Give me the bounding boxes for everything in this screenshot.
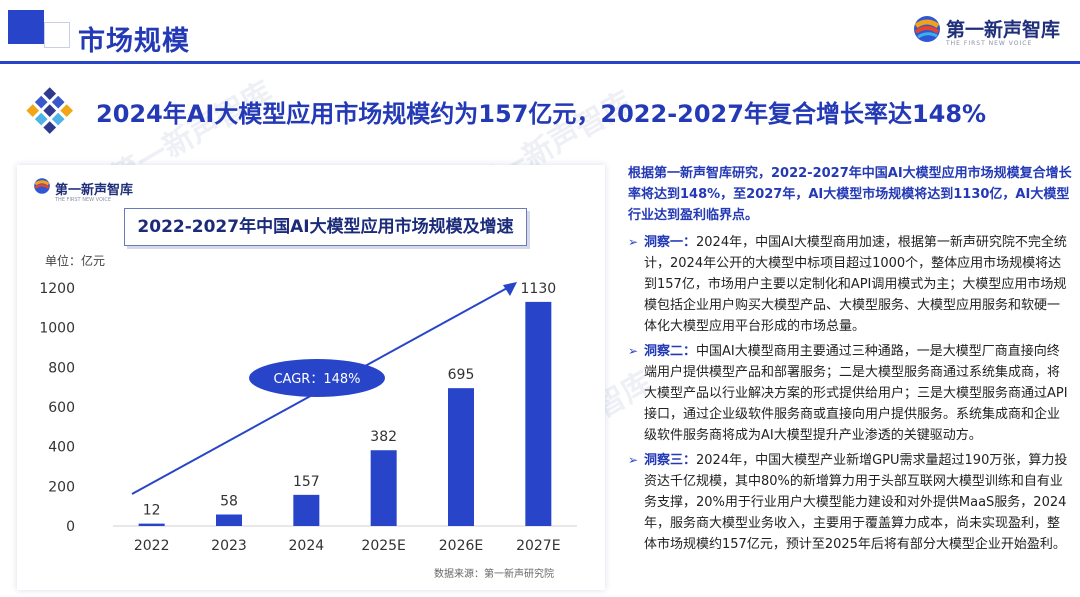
chart-title-box: 2022-2027年中国AI大模型应用市场规模及增速 [124, 208, 527, 246]
insight-text: 中国AI大模型商用主要通过三种通路，一是大模型厂商直接向终端用户提供模型产品和部… [644, 344, 1068, 443]
y-tick-label: 200 [48, 479, 75, 495]
unit-label: 单位：亿元 [45, 253, 105, 268]
insight-item: ➢ 洞察一：2024年，中国AI大模型商用加速，根据第一新声研究院不完全统计，2… [628, 232, 1072, 337]
y-tick-label: 600 [48, 400, 75, 416]
logo-text: 第一新声智库 [946, 19, 1061, 41]
y-tick-label: 1200 [39, 281, 75, 297]
data-label: 58 [220, 493, 238, 509]
bar [293, 494, 320, 526]
y-tick-label: 0 [66, 519, 75, 535]
insight-item: ➢ 洞察二：中国AI大模型商用主要通过三种通路，一是大模型厂商直接向终端用户提供… [628, 341, 1072, 446]
headline: 2024年AI大模型应用市场规模约为157亿元，2022-2027年复合增长率达… [96, 100, 987, 128]
header-divider [0, 61, 1080, 64]
data-label: 382 [370, 429, 397, 445]
x-tick-label: 2027E [516, 538, 560, 554]
summary-paragraph: 根据第一新声智库研究，2022-2027年中国AI大模型应用市场规模复合增长率将… [628, 166, 1072, 223]
source-note: 数据来源：第一新声研究院 [434, 567, 554, 580]
logo-subtitle: THE FIRST NEW VOICE [55, 197, 112, 203]
x-tick-label: 2025E [361, 538, 405, 554]
header-accent-square [8, 10, 44, 44]
arrow-right-icon: ➢ [628, 453, 639, 467]
analysis-text: 根据第一新声智库研究，2022-2027年中国AI大模型应用市场规模复合增长率将… [628, 163, 1072, 559]
insight-label: 洞察三： [644, 453, 697, 468]
cagr-badge [249, 359, 385, 397]
insight-text: 2024年，中国大模型产业新增GPU需求量超过190万张，算力投资达千亿规模，其… [644, 453, 1068, 552]
brand-logo: 第一新声智库 THE FIRST NEW VOICE [912, 10, 1072, 54]
data-label: 695 [448, 367, 475, 383]
logo-mark-icon [914, 16, 940, 42]
x-tick-label: 2026E [439, 538, 483, 554]
logo-subtitle: THE FIRST NEW VOICE [946, 40, 1033, 47]
data-label: 1130 [521, 281, 557, 297]
arrow-right-icon: ➢ [628, 235, 639, 249]
logo-text: 第一新声智库 [55, 183, 134, 198]
bar [216, 514, 242, 526]
arrow-right-icon: ➢ [628, 344, 639, 358]
insight-label: 洞察二： [644, 344, 697, 359]
insight-label: 洞察一： [644, 235, 697, 250]
bar [525, 301, 552, 526]
insight-text: 2024年，中国AI大模型商用加速，根据第一新声研究院不完全统计，2024年公开… [644, 235, 1067, 334]
data-label: 12 [143, 503, 161, 519]
header-accent-square-outline [44, 22, 70, 48]
x-tick-label: 2024 [289, 538, 325, 554]
bar [448, 388, 474, 526]
cagr-label: CAGR：148% [273, 372, 360, 387]
y-tick-label: 1000 [39, 321, 75, 337]
chart-panel: 第一新声智库 THE FIRST NEW VOICE 2022-2027年中国A… [17, 165, 605, 590]
bar-chart: 单位：亿元 0 200 400 600 800 1000 1200 12 2022 58 2023 15… [39, 253, 577, 580]
y-tick-label: 400 [48, 440, 75, 456]
x-tick-label: 2022 [134, 538, 170, 554]
bar [370, 450, 397, 526]
diamond-pattern-icon [26, 87, 74, 134]
bar [138, 523, 165, 526]
insight-item: ➢ 洞察三：2024年，中国大模型产业新增GPU需求量超过190万张，算力投资达… [628, 450, 1072, 555]
x-tick-label: 2023 [211, 538, 247, 554]
logo-mark-icon [34, 178, 50, 194]
chart-title: 2022-2027年中国AI大模型应用市场规模及增速 [137, 217, 514, 237]
y-tick-label: 800 [48, 360, 75, 376]
data-label: 157 [293, 474, 320, 490]
arrow-head-icon [503, 282, 517, 296]
page-title: 市场规模 [78, 26, 190, 57]
